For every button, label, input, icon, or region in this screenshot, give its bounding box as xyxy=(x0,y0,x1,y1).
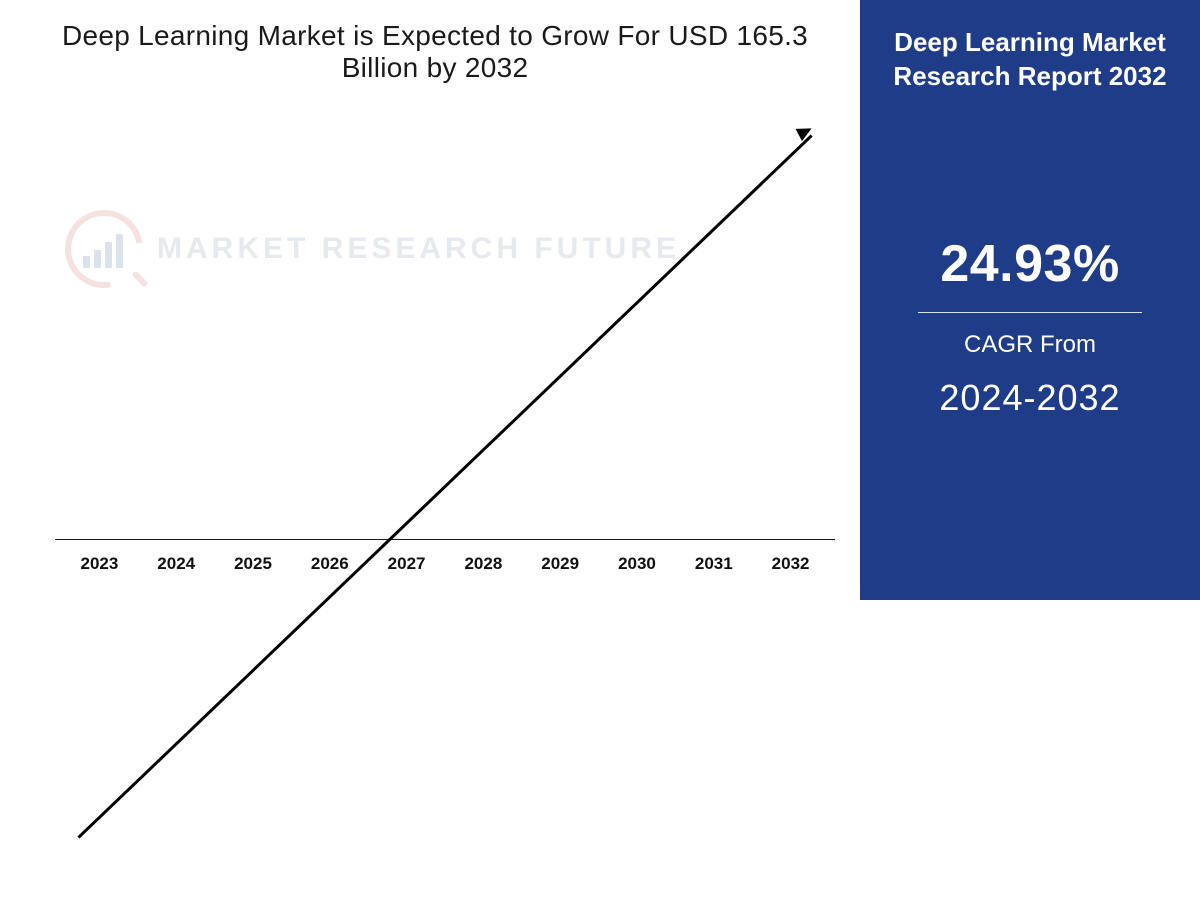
x-tick-label: 2030 xyxy=(599,554,676,574)
cagr-range: 2024-2032 xyxy=(939,377,1120,419)
x-tick-label: 2024 xyxy=(138,554,215,574)
x-axis-labels: 2023202420252026202720282029203020312032 xyxy=(55,554,835,574)
divider xyxy=(918,312,1143,313)
x-axis xyxy=(55,539,835,540)
sidebar-metrics: 24.93% CAGR From 2024-2032 xyxy=(886,94,1174,560)
x-tick-label: 2026 xyxy=(291,554,368,574)
x-tick-label: 2023 xyxy=(61,554,138,574)
sidebar-title: Deep Learning Market Research Report 203… xyxy=(886,26,1174,94)
chart-panel: Deep Learning Market is Expected to Grow… xyxy=(0,0,860,600)
cagr-label: CAGR From xyxy=(964,331,1096,359)
x-tick-label: 2031 xyxy=(675,554,752,574)
x-tick-label: 2025 xyxy=(215,554,292,574)
sidebar-panel: Deep Learning Market Research Report 203… xyxy=(860,0,1200,600)
cagr-percent: 24.93% xyxy=(940,234,1119,294)
x-tick-label: 2028 xyxy=(445,554,522,574)
chart-title: Deep Learning Market is Expected to Grow… xyxy=(40,20,830,84)
x-tick-label: 2027 xyxy=(368,554,445,574)
chart-area: MARKET RESEARCH FUTURE 20232024202520262… xyxy=(55,120,835,540)
x-tick-label: 2032 xyxy=(752,554,829,574)
x-tick-label: 2029 xyxy=(522,554,599,574)
bars-container xyxy=(55,119,835,539)
bar-chart: 2023202420252026202720282029203020312032 xyxy=(55,120,835,540)
